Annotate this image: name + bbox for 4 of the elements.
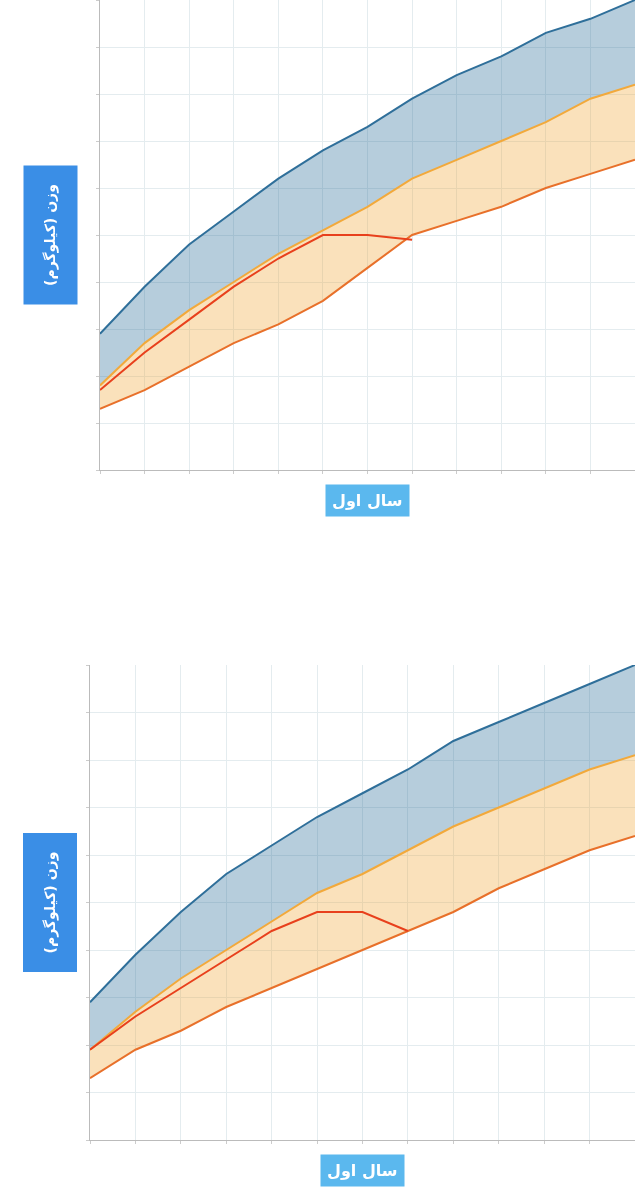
y-axis-title: وزن (کیلوگرم) — [42, 184, 59, 286]
y-axis-title: وزن (کیلوگرم) — [41, 851, 59, 954]
x-axis-title: سال اول — [327, 1161, 398, 1180]
x-axis-title: سال اول — [332, 491, 403, 510]
